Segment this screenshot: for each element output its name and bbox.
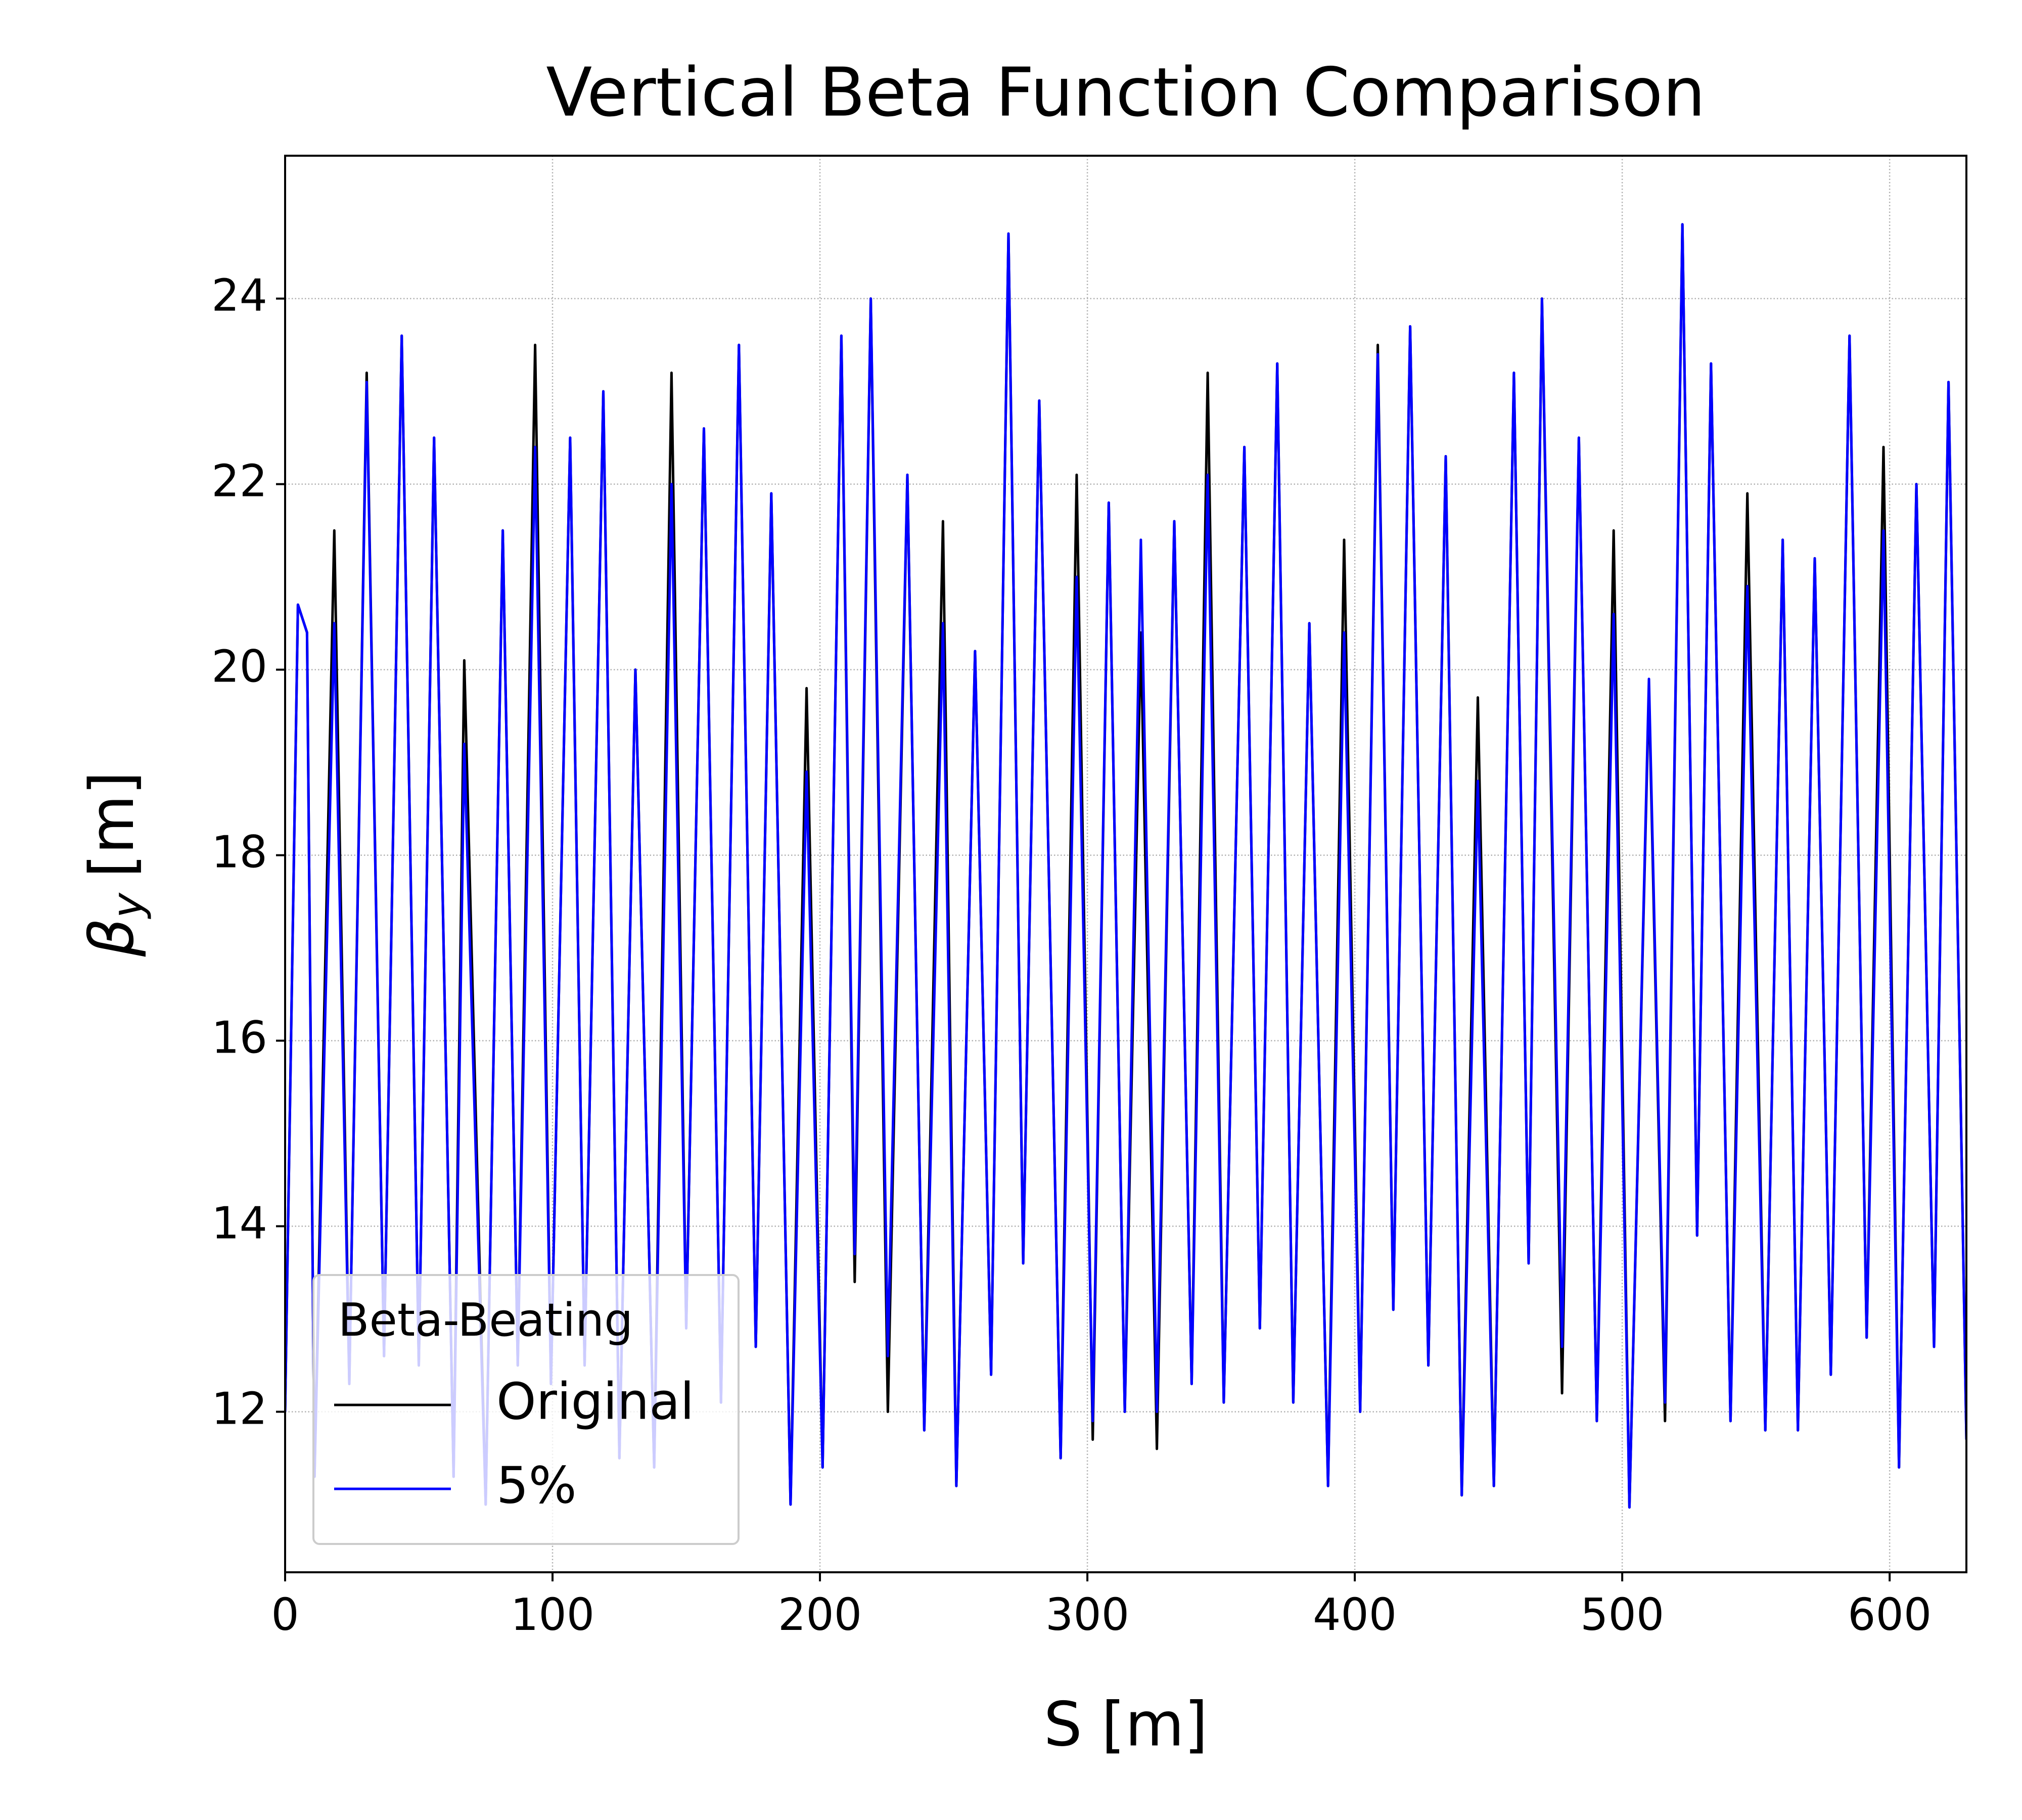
y-tick-label: 20: [211, 641, 267, 692]
x-axis-label: S [m]: [1044, 1690, 1208, 1760]
legend-label: 5%: [496, 1455, 577, 1515]
x-tick-label: 600: [1848, 1589, 1932, 1641]
x-tick-label: 200: [778, 1589, 862, 1641]
x-tick-label: 100: [511, 1589, 594, 1641]
y-tick-label: 12: [211, 1383, 267, 1434]
y-tick-label: 18: [211, 826, 267, 878]
data-line: [285, 223, 1966, 1509]
y-axis-label-unit: [m]: [77, 771, 148, 878]
y-tick-label: 16: [211, 1012, 267, 1063]
x-tick-label: 0: [271, 1589, 299, 1641]
y-tick-label: 14: [211, 1197, 267, 1249]
x-tick-label: 300: [1045, 1589, 1129, 1641]
plot-area: [285, 223, 1966, 1509]
y-tick-label: 24: [211, 270, 267, 322]
x-tick-label: 400: [1313, 1589, 1397, 1641]
legend-label: Original: [496, 1372, 694, 1431]
y-tick-label: 22: [211, 456, 267, 507]
x-tick-label: 500: [1580, 1589, 1664, 1641]
legend-box: [312, 1274, 740, 1545]
y-axis-label: βy [m]: [77, 771, 152, 958]
y-axis-label-subscript: y: [103, 892, 152, 920]
axes-frame: [284, 155, 1967, 1573]
chart-title: Vertical Beta Function Comparison: [546, 54, 1705, 132]
y-axis-label-symbol: β: [77, 918, 148, 958]
legend-title: Beta-Beating: [338, 1294, 633, 1347]
